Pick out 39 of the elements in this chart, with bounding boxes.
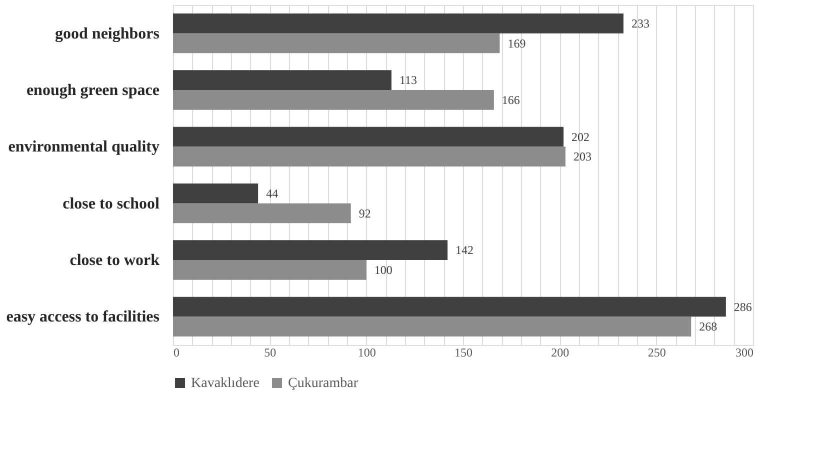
y-tick-label: environmental quality [8, 138, 160, 156]
bar [173, 33, 500, 54]
data-label: 113 [399, 73, 418, 88]
data-label: 142 [456, 243, 474, 258]
data-label: 268 [699, 320, 718, 334]
y-tick-label: close to school [62, 195, 160, 212]
data-label: 166 [502, 92, 520, 107]
bar [173, 203, 351, 224]
x-tick-label: 300 [736, 346, 754, 360]
data-label: 100 [374, 262, 392, 277]
x-tick-label: 0 [174, 346, 180, 360]
bar [173, 296, 726, 317]
y-tick-label: enough green space [26, 82, 160, 99]
bar [173, 260, 366, 280]
bar [173, 90, 494, 110]
bar [173, 316, 692, 336]
x-tick-label: 150 [454, 346, 472, 360]
data-label: 202 [572, 130, 590, 144]
bar [173, 146, 566, 166]
bar [173, 70, 392, 90]
legend-label: Çukurambar [288, 376, 358, 391]
data-label: 169 [508, 36, 526, 50]
data-label: 286 [734, 300, 752, 314]
legend-label: Kavaklıdere [191, 376, 260, 391]
x-tick-label: 100 [358, 346, 376, 360]
bar [173, 126, 564, 147]
data-label: 233 [631, 16, 650, 30]
y-tick-label: easy access to facilities [6, 308, 160, 326]
x-tick-label: 50 [264, 346, 276, 360]
bar [173, 240, 448, 260]
y-tick-label: close to work [70, 252, 160, 269]
y-tick-label: good neighbors [55, 25, 160, 42]
data-label: 44 [266, 186, 278, 200]
data-label: 92 [358, 206, 371, 220]
bar [173, 184, 258, 204]
data-label: 203 [573, 150, 592, 164]
bar [173, 14, 624, 34]
x-tick-label: 200 [551, 346, 570, 360]
x-tick-label: 250 [648, 346, 666, 360]
